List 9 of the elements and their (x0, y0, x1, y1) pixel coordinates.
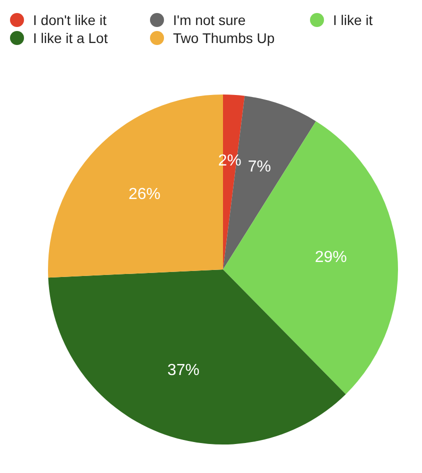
data-label: 26% (128, 186, 161, 203)
legend-label: Two Thumbs Up (173, 30, 275, 46)
legend-label: I like it (333, 12, 373, 28)
legend-label: I'm not sure (173, 12, 246, 28)
data-label: 7% (248, 158, 271, 176)
data-label: 37% (167, 362, 200, 379)
legend-label: I don't like it (33, 12, 107, 28)
data-label: 29% (314, 249, 347, 266)
legend-label: I like it a Lot (33, 30, 108, 46)
